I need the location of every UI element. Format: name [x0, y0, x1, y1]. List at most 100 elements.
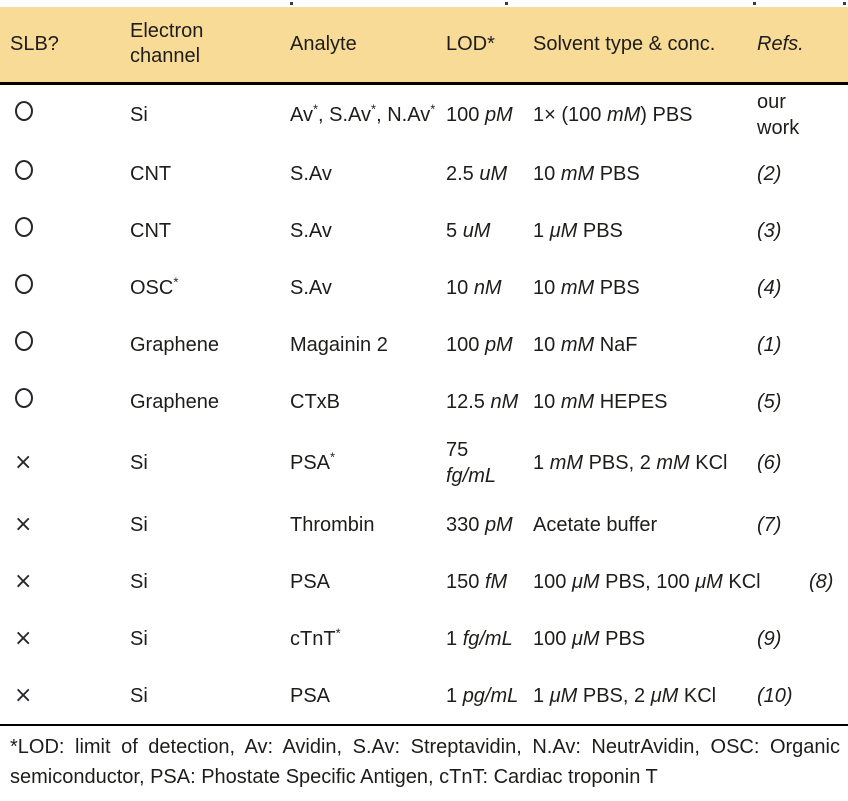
cross-icon: × [14, 511, 33, 537]
crop-artifact-dot [290, 2, 293, 5]
analyte-cell: cTnT* [290, 624, 341, 650]
asterisk-superscript: * [335, 624, 341, 640]
biosensor-comparison-table: SLB? Electron channel Analyte LOD* Solve… [0, 7, 848, 724]
refs-cell: (8) [809, 570, 834, 593]
slb-cell [0, 259, 120, 316]
lod-cell: 150 fM [446, 570, 508, 593]
slb-cell [0, 316, 120, 373]
solvent-cell: 1 mM PBS, 2 mM KCl [533, 452, 728, 474]
electron-channel-cell: CNT [130, 219, 172, 242]
table-row: Si Av*, S.Av*, N.Av* 100 pM 1× (100 mM) PBS… [0, 83, 848, 145]
slb-cell [0, 145, 120, 202]
circle-icon [15, 388, 33, 408]
asterisk-superscript: * [371, 101, 377, 117]
analyte-cell: Magainin 2 [290, 333, 388, 356]
electron-channel-cell: OSC* [130, 273, 179, 299]
column-header-solvent: Solvent type & conc. [533, 32, 716, 55]
lod-cell: 330 pM [446, 513, 513, 536]
lod-cell: 75 fg/mL [446, 439, 497, 487]
column-header-analyte: Analyte [290, 32, 357, 55]
refs-cell: (2) [757, 162, 782, 185]
electron-channel-cell: CNT [130, 162, 172, 185]
analyte-cell: S.Av [290, 276, 332, 299]
lod-cell: 1 fg/mL [446, 627, 513, 650]
analyte-cell: Av*, S.Av*, N.Av* [290, 101, 436, 126]
slb-cell: × [0, 667, 120, 724]
column-header-slb: SLB? [10, 32, 59, 55]
electron-channel-cell: Si [130, 627, 148, 650]
table-header-row: SLB? Electron channel Analyte LOD* Solve… [0, 7, 848, 83]
lod-cell: 12.5 nM [446, 390, 519, 413]
lod-cell: 2.5 uM [446, 162, 508, 185]
circle-icon [15, 331, 33, 351]
electron-channel-cell: Si [130, 684, 148, 707]
solvent-cell: 100 μM PBS [533, 627, 646, 650]
electron-channel-cell: Si [130, 452, 148, 474]
cross-icon: × [14, 568, 33, 594]
electron-channel-cell: Si [130, 570, 148, 593]
slb-cell [0, 83, 120, 145]
table-row: × Si PSA 1 pg/mL 1 μM PBS, 2 μM KCl (10) [0, 667, 848, 724]
analyte-cell: PSA* [290, 449, 336, 474]
slb-cell: × [0, 553, 120, 610]
analyte-cell: PSA [290, 570, 331, 593]
table-footnote: *LOD: limit of detection, Av: Avidin, S.… [0, 724, 848, 792]
analyte-cell: S.Av [290, 219, 332, 242]
cross-icon: × [14, 625, 33, 651]
lod-cell: 10 nM [446, 276, 502, 299]
slb-cell [0, 202, 120, 259]
lod-cell: 100 pM [446, 103, 513, 126]
table-row: × Si Thrombin 330 pM Acetate buffer (7) [0, 496, 848, 553]
slb-cell: × [0, 610, 120, 667]
solvent-cell: 1 μM PBS [533, 219, 623, 242]
asterisk-superscript: * [330, 449, 336, 465]
refs-cell: (5) [757, 390, 782, 413]
cross-icon: × [14, 682, 33, 708]
table-row: CNT S.Av 5 uM 1 μM PBS (3) [0, 202, 848, 259]
refs-cell: (3) [757, 219, 782, 242]
circle-icon [15, 160, 33, 180]
circle-icon [15, 101, 33, 122]
analyte-cell: S.Av [290, 162, 332, 185]
analyte-cell: Thrombin [290, 513, 375, 536]
asterisk-superscript: * [430, 101, 436, 117]
solvent-cell: 10 mM HEPES [533, 390, 668, 413]
refs-cell: (4) [757, 276, 782, 299]
solvent-cell: 10 mM PBS [533, 276, 640, 299]
lod-cell: 100 pM [446, 333, 513, 356]
crop-artifact-dot [753, 2, 756, 5]
electron-channel-cell: Si [130, 513, 148, 536]
solvent-cell: 10 mM PBS [533, 162, 640, 185]
analyte-cell: CTxB [290, 390, 340, 413]
analyte-cell: PSA [290, 684, 331, 707]
solvent-cell: 1× (100 mM) PBS [533, 103, 693, 126]
column-header-lod: LOD* [446, 32, 495, 55]
lod-cell: 1 pg/mL [446, 684, 519, 707]
refs-cell: (9) [757, 627, 782, 650]
column-header-electron-channel: Electron channel [130, 20, 204, 68]
table-row: × Si cTnT* 1 fg/mL 100 μM PBS (9) [0, 610, 848, 667]
asterisk-superscript: * [312, 101, 319, 117]
table-row: Graphene CTxB 12.5 nM 10 mM HEPES (5) [0, 373, 848, 430]
electron-channel-cell: Graphene [130, 390, 219, 413]
solvent-cell: 10 mM NaF [533, 333, 638, 356]
refs-cell: (10) [757, 684, 793, 707]
solvent-cell: Acetate buffer [533, 513, 658, 536]
table-row: × Si PSA 150 fM 100 μM PBS, 100 μM KCl (8) [0, 553, 848, 610]
circle-icon [15, 217, 33, 237]
table-body: Si Av*, S.Av*, N.Av* 100 pM 1× (100 mM) PBS… [0, 83, 848, 724]
refs-cell: (7) [757, 513, 782, 536]
solvent-cell: 100 μM PBS, 100 μM KCl [533, 570, 761, 593]
column-header-refs: Refs. [757, 32, 804, 55]
slb-cell: × [0, 430, 120, 496]
crop-artifact-dot [505, 2, 508, 5]
electron-channel-cell: Si [130, 103, 148, 126]
crop-artifact-dot [843, 2, 846, 5]
solvent-cell: 1 μM PBS, 2 μM KCl [533, 684, 717, 707]
slb-cell [0, 373, 120, 430]
slb-cell: × [0, 496, 120, 553]
refs-cell: our work [757, 90, 800, 139]
asterisk-superscript: * [173, 273, 179, 289]
table-row: × Si PSA* 75 fg/mL 1 mM PBS, 2 mM KCl (6) [0, 430, 848, 496]
